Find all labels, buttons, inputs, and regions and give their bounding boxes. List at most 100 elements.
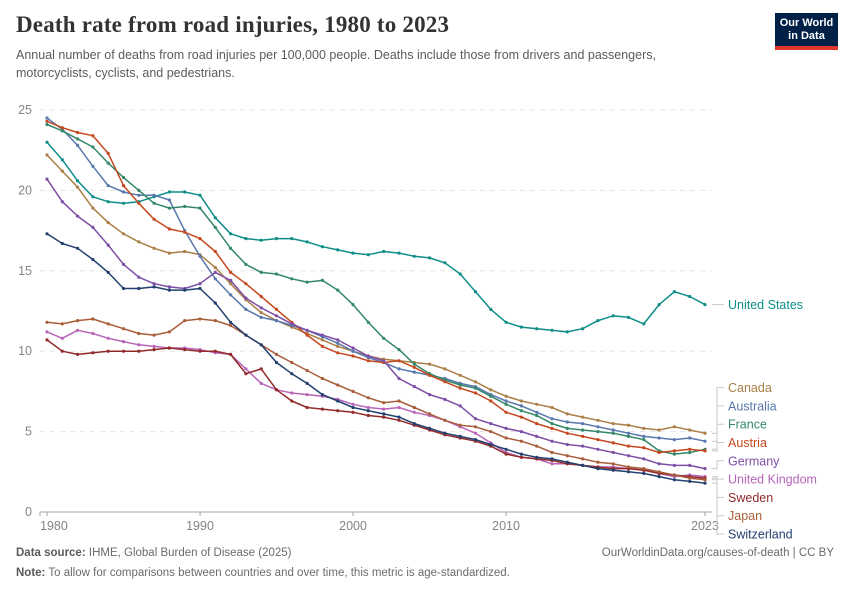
data-point-japan-2001 — [366, 396, 370, 400]
data-point-sweden-1996 — [290, 399, 294, 403]
series-line-germany[interactable] — [46, 178, 706, 470]
data-point-united-states-2006 — [443, 261, 447, 265]
data-point-japan-2007 — [458, 423, 462, 427]
legend-label-japan[interactable]: Japan — [728, 509, 762, 523]
data-point-united-states-2003 — [397, 251, 401, 255]
data-point-sweden-2010 — [504, 452, 508, 456]
data-point-switzerland-1989 — [183, 288, 187, 292]
data-source: Data source: IHME, Global Burden of Dise… — [16, 547, 292, 559]
data-point-austria-1982 — [76, 130, 80, 135]
series-line-austria[interactable] — [46, 120, 706, 454]
legend-label-sweden[interactable]: Sweden — [728, 491, 773, 505]
legend-label-france[interactable]: France — [728, 418, 767, 432]
data-point-japan-1992 — [229, 323, 233, 328]
data-point-switzerland-1988 — [167, 288, 171, 292]
data-point-japan-2015 — [581, 457, 585, 461]
data-point-austria-2008 — [473, 391, 478, 395]
data-point-switzerland-1995 — [274, 360, 279, 365]
data-point-united-states-2019 — [642, 322, 646, 326]
data-point-austria-1984 — [106, 151, 110, 155]
data-point-united-states-2014 — [565, 330, 569, 334]
data-point-austria-2011 — [519, 415, 524, 419]
header: Death rate from road injuries, 1980 to 2… — [16, 12, 716, 82]
series-line-sweden[interactable] — [46, 339, 706, 479]
data-point-germany-2017 — [611, 450, 615, 455]
data-point-united-states-2012 — [535, 327, 539, 331]
series-line-united-states[interactable] — [46, 141, 706, 333]
data-point-australia-1993 — [244, 307, 248, 311]
data-point-united-states-1981 — [60, 158, 64, 162]
data-point-japan-2020 — [657, 470, 661, 474]
data-point-japan-2011 — [519, 439, 524, 443]
data-point-japan-2021 — [672, 473, 677, 477]
data-point-canada-1984 — [106, 221, 110, 225]
data-point-austria-2016 — [596, 438, 600, 442]
data-point-austria-1993 — [244, 282, 248, 286]
data-point-germany-2004 — [412, 385, 416, 389]
license-link[interactable]: OurWorldinData.org/causes-of-death | CC … — [601, 547, 834, 559]
data-point-germany-2009 — [489, 422, 493, 426]
data-point-austria-1992 — [229, 270, 233, 274]
data-point-united-states-2011 — [519, 325, 524, 329]
data-point-switzerland-1994 — [259, 343, 263, 347]
data-point-canada-1992 — [229, 282, 233, 286]
legend-label-austria[interactable]: Austria — [728, 436, 767, 450]
data-point-germany-1996 — [290, 322, 294, 326]
data-point-sweden-1998 — [320, 407, 324, 411]
data-point-united-kingdom-2004 — [412, 410, 416, 414]
legend-label-germany[interactable]: Germany — [728, 454, 780, 468]
series-line-switzerland[interactable] — [46, 233, 706, 484]
data-point-japan-2003 — [397, 399, 401, 403]
data-point-germany-1987 — [152, 282, 156, 286]
data-point-sweden-2011 — [519, 455, 524, 459]
data-point-united-states-1993 — [244, 237, 248, 241]
data-point-canada-2013 — [550, 405, 554, 410]
legend-label-united-kingdom[interactable]: United Kingdom — [728, 473, 817, 487]
data-point-australia-2020 — [657, 436, 661, 440]
data-point-canada-2006 — [443, 367, 447, 371]
data-point-australia-1986 — [137, 193, 141, 197]
data-point-switzerland-1986 — [137, 286, 141, 291]
data-point-germany-2006 — [443, 397, 447, 401]
legend-label-switzerland[interactable]: Switzerland — [728, 528, 793, 542]
data-point-australia-2022 — [688, 436, 692, 440]
legend-label-united-states[interactable]: United States — [728, 298, 803, 312]
data-point-sweden-2003 — [397, 418, 401, 422]
data-point-sweden-2002 — [382, 415, 386, 419]
data-point-united-states-1980 — [45, 140, 49, 144]
data-point-france-1994 — [259, 270, 263, 274]
series-line-australia[interactable] — [46, 117, 706, 442]
data-point-germany-1986 — [137, 275, 141, 279]
data-point-canada-2022 — [688, 428, 692, 432]
data-point-switzerland-2019 — [642, 471, 646, 475]
series-line-canada[interactable] — [46, 154, 706, 434]
legend-label-canada[interactable]: Canada — [728, 381, 772, 395]
data-point-australia-1987 — [152, 193, 156, 197]
data-point-switzerland-2015 — [581, 463, 585, 467]
data-point-austria-2015 — [581, 434, 585, 438]
legend-label-australia[interactable]: Australia — [728, 399, 777, 413]
data-point-austria-2010 — [504, 410, 508, 414]
data-point-france-1990 — [198, 206, 202, 210]
data-point-japan-2022 — [688, 476, 692, 480]
data-point-switzerland-2002 — [382, 412, 386, 416]
series-line-united-kingdom[interactable] — [46, 329, 706, 478]
data-point-sweden-1982 — [76, 352, 80, 356]
data-point-sweden-1983 — [91, 351, 95, 355]
data-point-switzerland-2001 — [366, 409, 370, 413]
data-point-japan-1998 — [320, 376, 324, 381]
data-point-france-1995 — [274, 272, 279, 276]
data-point-japan-1995 — [274, 352, 279, 356]
data-point-united-states-1991 — [213, 216, 217, 220]
owid-logo[interactable]: Our World in Data — [775, 13, 838, 51]
data-point-sweden-1980 — [45, 338, 49, 342]
data-point-japan-1991 — [213, 319, 217, 323]
data-point-canada-2023 — [703, 431, 707, 435]
data-point-germany-2018 — [626, 454, 631, 458]
data-point-united-kingdom-1986 — [137, 343, 141, 347]
series-line-japan[interactable] — [46, 318, 706, 481]
data-point-switzerland-2013 — [550, 457, 554, 461]
series-line-france[interactable] — [46, 123, 706, 455]
data-point-japan-2013 — [550, 450, 554, 455]
